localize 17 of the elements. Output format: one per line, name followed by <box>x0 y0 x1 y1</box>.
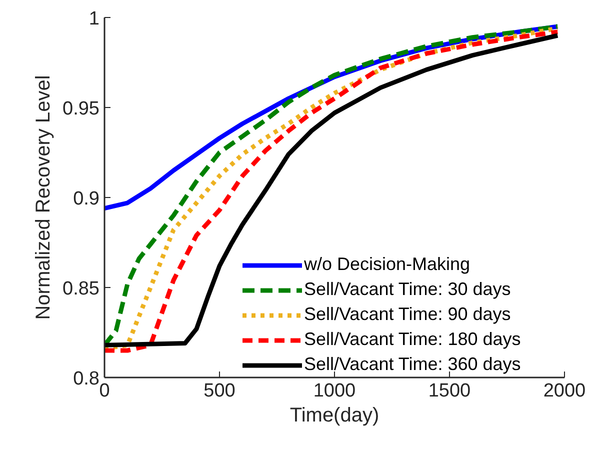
x-tick-label: 1500 <box>428 380 471 402</box>
x-tick-label: 0 <box>99 380 110 402</box>
legend-label: Sell/Vacant Time: 180 days <box>304 329 521 350</box>
x-tick-label: 500 <box>204 380 236 402</box>
y-tick-label: 0.9 <box>73 188 100 210</box>
x-tick-label: 2000 <box>543 380 586 402</box>
y-tick-label: 1 <box>88 8 100 30</box>
x-axis-title: Time(day) <box>290 404 380 426</box>
x-tick-label: 1000 <box>313 380 356 402</box>
legend-label: Sell/Vacant Time: 30 days <box>304 279 511 300</box>
y-tick-label: 0.8 <box>73 368 100 390</box>
legend-label: w/o Decision-Making <box>304 254 470 275</box>
y-axis-title: Normalized Recovery Level <box>32 75 55 320</box>
legend-label: Sell/Vacant Time: 360 days <box>304 354 521 375</box>
y-tick-label: 0.95 <box>62 98 100 120</box>
legend-label: Sell/Vacant Time: 90 days <box>304 304 511 325</box>
y-tick-label: 0.85 <box>62 278 100 300</box>
